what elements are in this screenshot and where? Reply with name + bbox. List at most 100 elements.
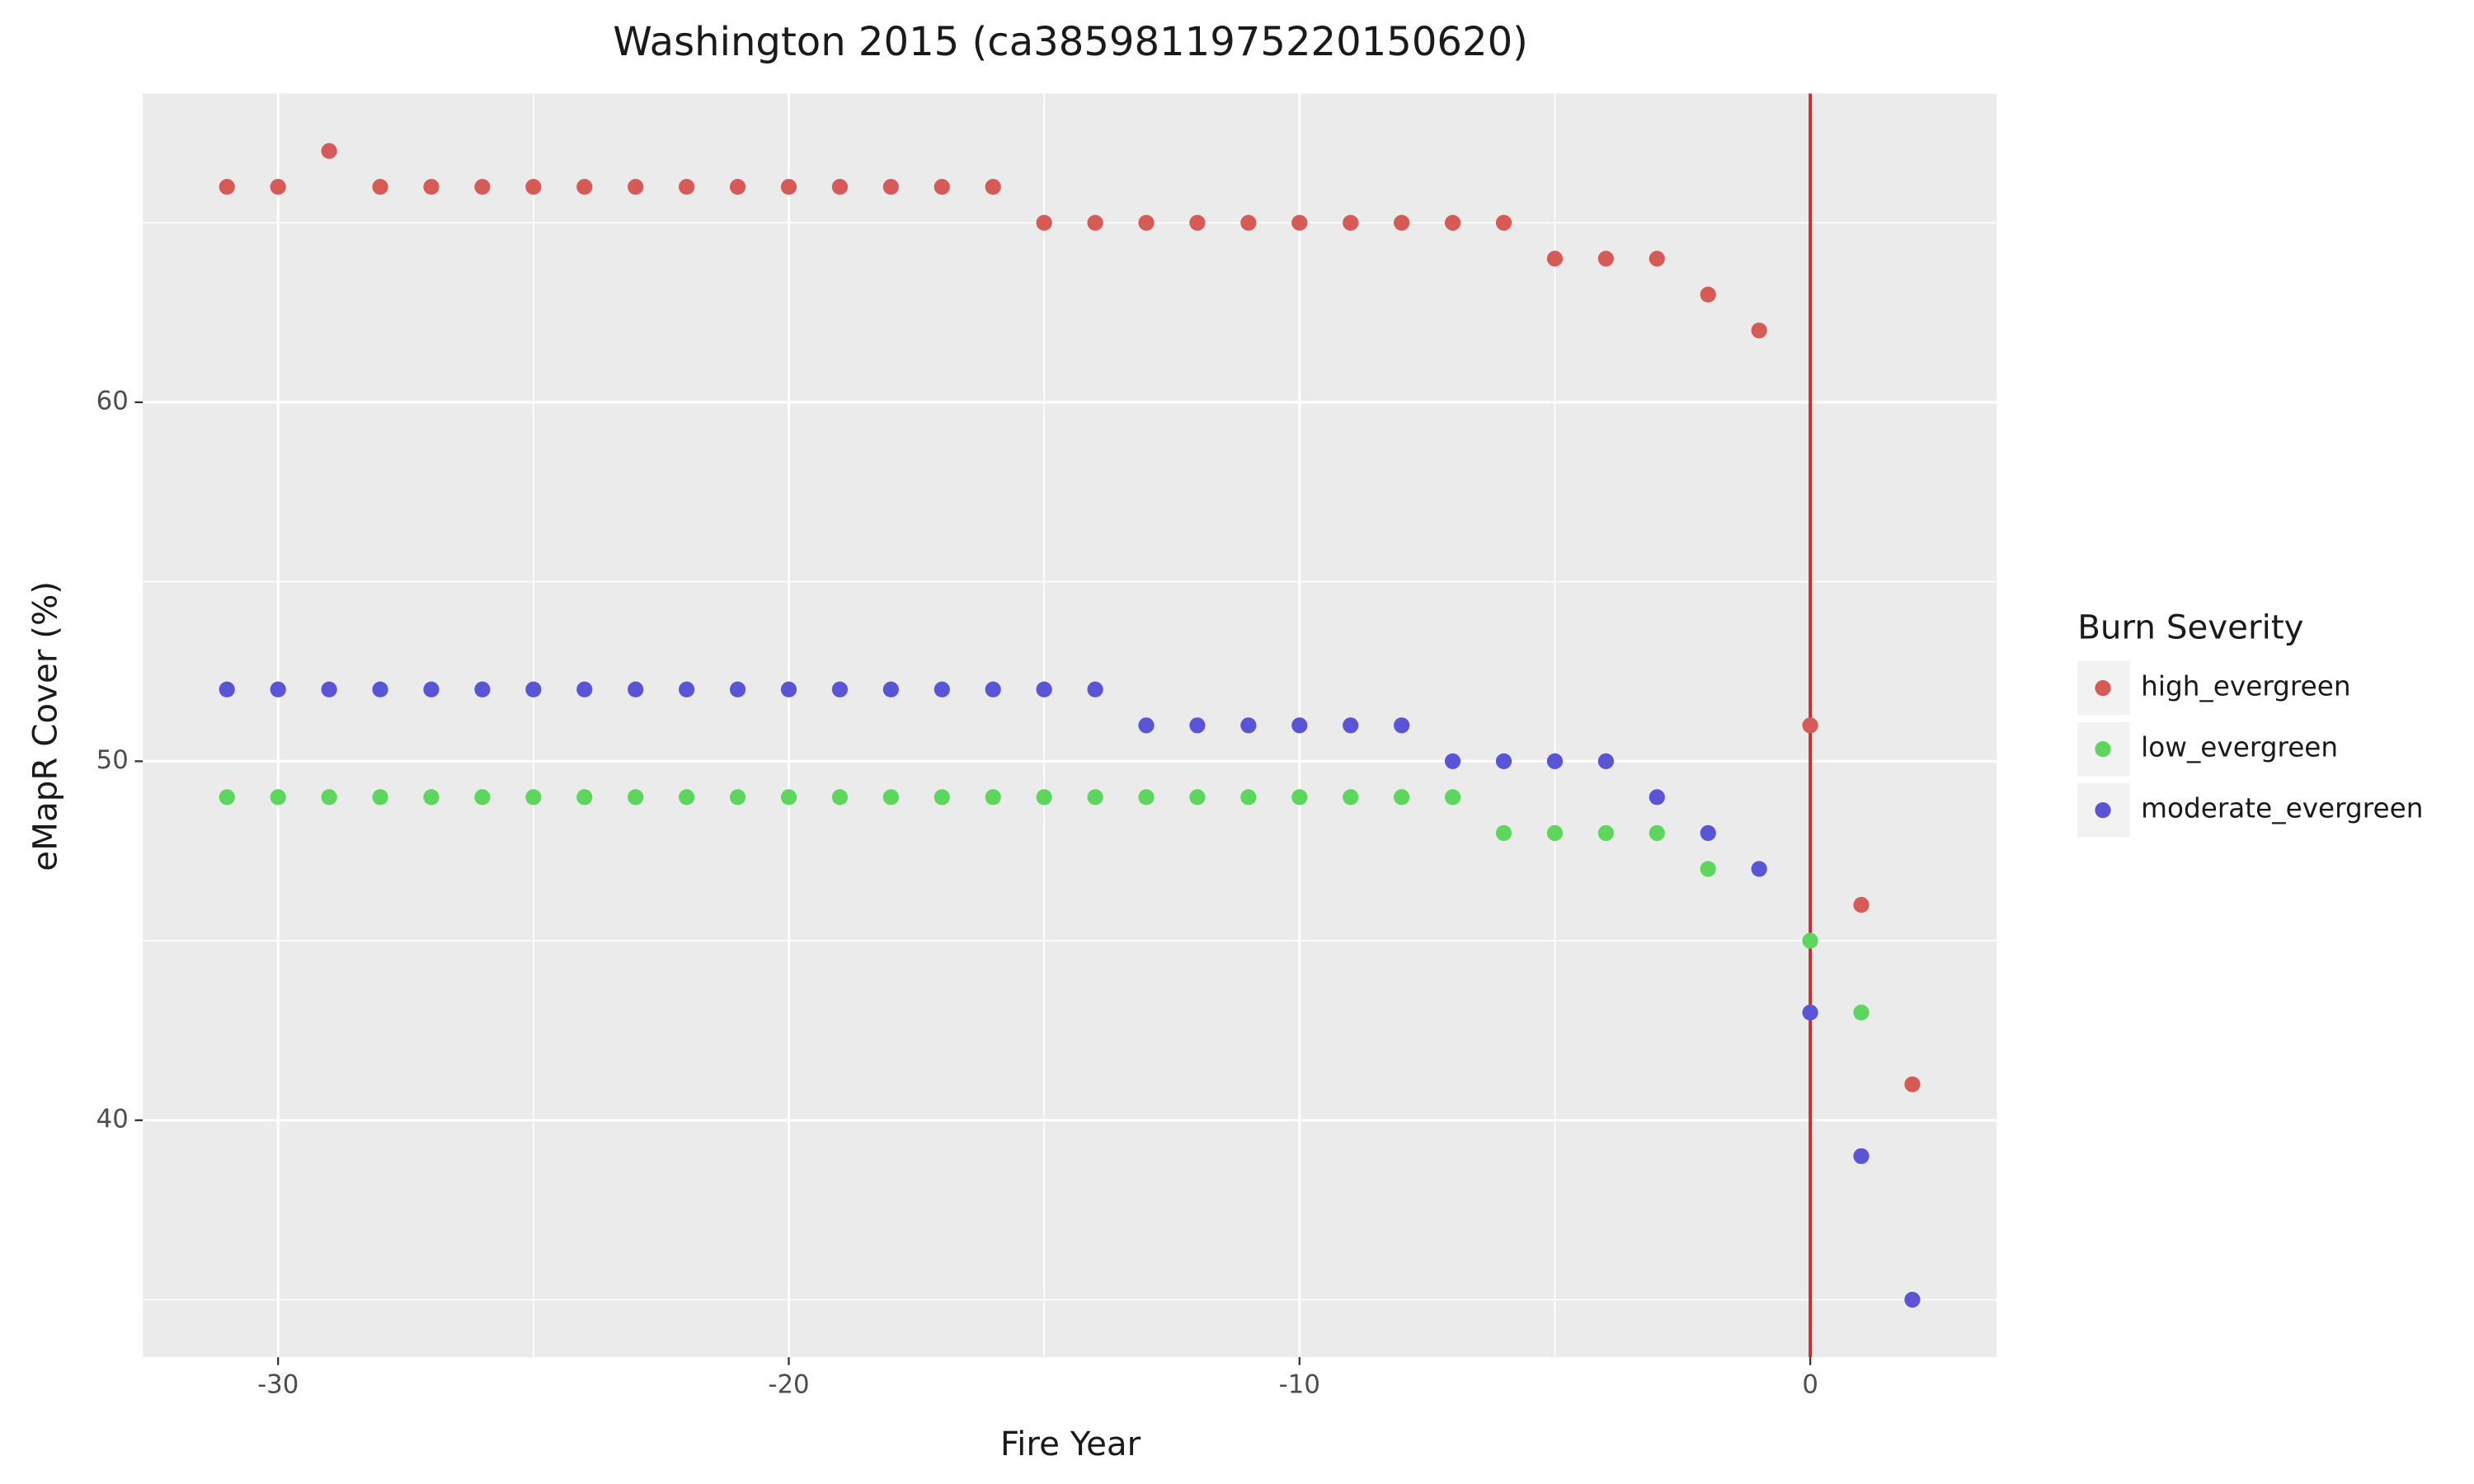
legend-marker (2095, 680, 2111, 697)
data-point (1597, 824, 1615, 842)
data-point (1087, 681, 1103, 697)
data-point (1904, 1291, 1921, 1308)
data-point (1343, 717, 1359, 734)
data-point (1343, 789, 1359, 805)
legend-marker (2095, 802, 2111, 819)
data-point (729, 179, 746, 195)
data-point (882, 681, 899, 697)
data-point (1597, 753, 1615, 769)
data-point (780, 789, 797, 805)
y-tick-label: 50 (96, 745, 129, 775)
data-point (1649, 251, 1665, 267)
plot-panel (143, 93, 1997, 1358)
data-point (882, 179, 899, 195)
data-point (525, 179, 542, 195)
data-point (1802, 717, 1818, 734)
data-point (576, 789, 593, 805)
data-point (1751, 322, 1767, 339)
data-point (1700, 861, 1716, 877)
data-point (525, 789, 542, 805)
legend-title: Burn Severity (2077, 608, 2303, 646)
data-point (780, 179, 797, 195)
data-point (1853, 1148, 1870, 1164)
data-point (934, 789, 950, 805)
data-point (321, 789, 337, 805)
x-tick-label: -20 (768, 1369, 809, 1399)
data-point (679, 681, 695, 697)
data-point (423, 179, 440, 195)
data-point (831, 789, 849, 805)
data-point (270, 179, 286, 195)
legend-marker (2095, 741, 2111, 758)
data-point (1495, 753, 1512, 769)
data-point (934, 179, 950, 195)
data-point (1087, 214, 1103, 231)
y-axis-title: eMapR Cover (%) (26, 581, 65, 871)
data-point (321, 681, 337, 697)
data-point (219, 681, 235, 697)
data-point (1751, 861, 1767, 877)
data-point (372, 681, 388, 697)
legend-label: low_evergreen (2141, 732, 2338, 763)
data-point (780, 681, 797, 697)
data-point (1546, 753, 1564, 769)
data-point (474, 179, 491, 195)
data-point (985, 681, 1001, 697)
data-point (321, 143, 337, 159)
data-point (1189, 214, 1206, 231)
x-tick-label: -10 (1279, 1369, 1320, 1399)
data-point (1802, 932, 1818, 949)
data-point (1343, 214, 1359, 231)
data-point (1240, 214, 1257, 231)
data-point (372, 789, 388, 805)
data-point (1444, 789, 1461, 805)
data-point (474, 681, 491, 697)
data-point (372, 179, 388, 195)
data-point (1802, 1004, 1818, 1021)
data-point (423, 681, 440, 697)
data-point (1853, 1004, 1870, 1021)
data-point (628, 681, 644, 697)
data-point (1189, 789, 1206, 805)
data-point (1853, 896, 1870, 913)
data-point (1597, 251, 1615, 267)
data-point (729, 789, 746, 805)
x-tick-label: 0 (1802, 1369, 1818, 1399)
data-point (1904, 1076, 1921, 1092)
chart-title: Washington 2015 (ca3859811975220150620) (613, 19, 1528, 65)
legend-label: moderate_evergreen (2141, 793, 2423, 824)
data-point (882, 789, 899, 805)
y-tick-label: 40 (96, 1104, 129, 1134)
data-point (576, 179, 593, 195)
data-point (1138, 214, 1155, 231)
data-point (985, 789, 1001, 805)
data-point (1138, 789, 1155, 805)
data-point (831, 681, 849, 697)
x-tick-label: -30 (257, 1369, 299, 1399)
data-point (1700, 286, 1716, 303)
data-point (270, 681, 286, 697)
data-point (1291, 717, 1308, 734)
data-point (628, 789, 644, 805)
data-point (729, 681, 746, 697)
data-point (1240, 717, 1257, 734)
data-point (628, 179, 644, 195)
data-point (1546, 251, 1564, 267)
data-point (1036, 789, 1052, 805)
data-point (1495, 214, 1512, 231)
x-axis-title: Fire Year (1000, 1425, 1141, 1463)
data-point (1394, 789, 1410, 805)
data-point (525, 681, 542, 697)
data-point (679, 789, 695, 805)
data-point (1291, 214, 1308, 231)
data-point (1036, 214, 1052, 231)
data-point (1649, 789, 1665, 805)
data-point (1700, 824, 1716, 842)
data-point (474, 789, 491, 805)
data-point (1394, 214, 1410, 231)
data-point (1546, 824, 1564, 842)
data-point (1394, 717, 1410, 734)
data-point (1495, 824, 1512, 842)
data-point (1036, 681, 1052, 697)
